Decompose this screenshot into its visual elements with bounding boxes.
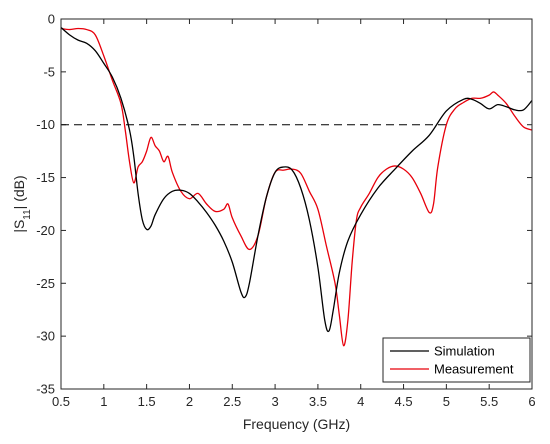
- x-tick-label: 0.5: [52, 394, 70, 409]
- series-layer: [60, 26, 533, 347]
- legend-label-simulation: Simulation: [434, 344, 495, 359]
- x-tick-label: 3.5: [309, 394, 327, 409]
- x-tick-label: 1: [100, 394, 107, 409]
- y-tick-label: -15: [36, 170, 55, 185]
- y-tick-label: -35: [36, 382, 55, 397]
- series-line-simulation: [60, 26, 533, 333]
- x-tick-label: 5: [443, 394, 450, 409]
- y-tick-label: -30: [36, 329, 55, 344]
- y-axis-title-main: |S: [11, 220, 27, 233]
- y-tick-label: -5: [43, 64, 55, 79]
- x-tick-label: 5.5: [480, 394, 498, 409]
- legend-box: [382, 337, 531, 383]
- legend: Simulation Measurement: [382, 337, 531, 383]
- x-tick-label: 2: [186, 394, 193, 409]
- x-axis-title: Frequency (GHz): [243, 416, 350, 432]
- legend-label-measurement: Measurement: [434, 362, 514, 377]
- x-tick-label: 4: [357, 394, 364, 409]
- x-tick-label: 6: [528, 394, 535, 409]
- y-tick-label: -20: [36, 223, 55, 238]
- y-axis-title-suffix: | (dB): [11, 175, 27, 209]
- x-tick-label: 4.5: [395, 394, 413, 409]
- x-tick-label: 1.5: [138, 394, 156, 409]
- y-tick-label: -25: [36, 276, 55, 291]
- y-tick-label: -10: [36, 117, 55, 132]
- x-tick-label: 3: [271, 394, 278, 409]
- series-line-measurement: [60, 27, 533, 347]
- axis-ticks: 0.5 1 1.5 2 2.5 3 3.5 4 4.5 5 5.5 6 0 -5 -10 -15 -20 -25 -…: [36, 12, 535, 410]
- y-axis-title: |S11| (dB): [11, 175, 33, 232]
- plot-frame: [60, 18, 533, 390]
- x-tick-label: 2.5: [223, 394, 241, 409]
- y-axis-title-subscript: 11: [22, 209, 33, 220]
- y-tick-label: 0: [48, 12, 55, 27]
